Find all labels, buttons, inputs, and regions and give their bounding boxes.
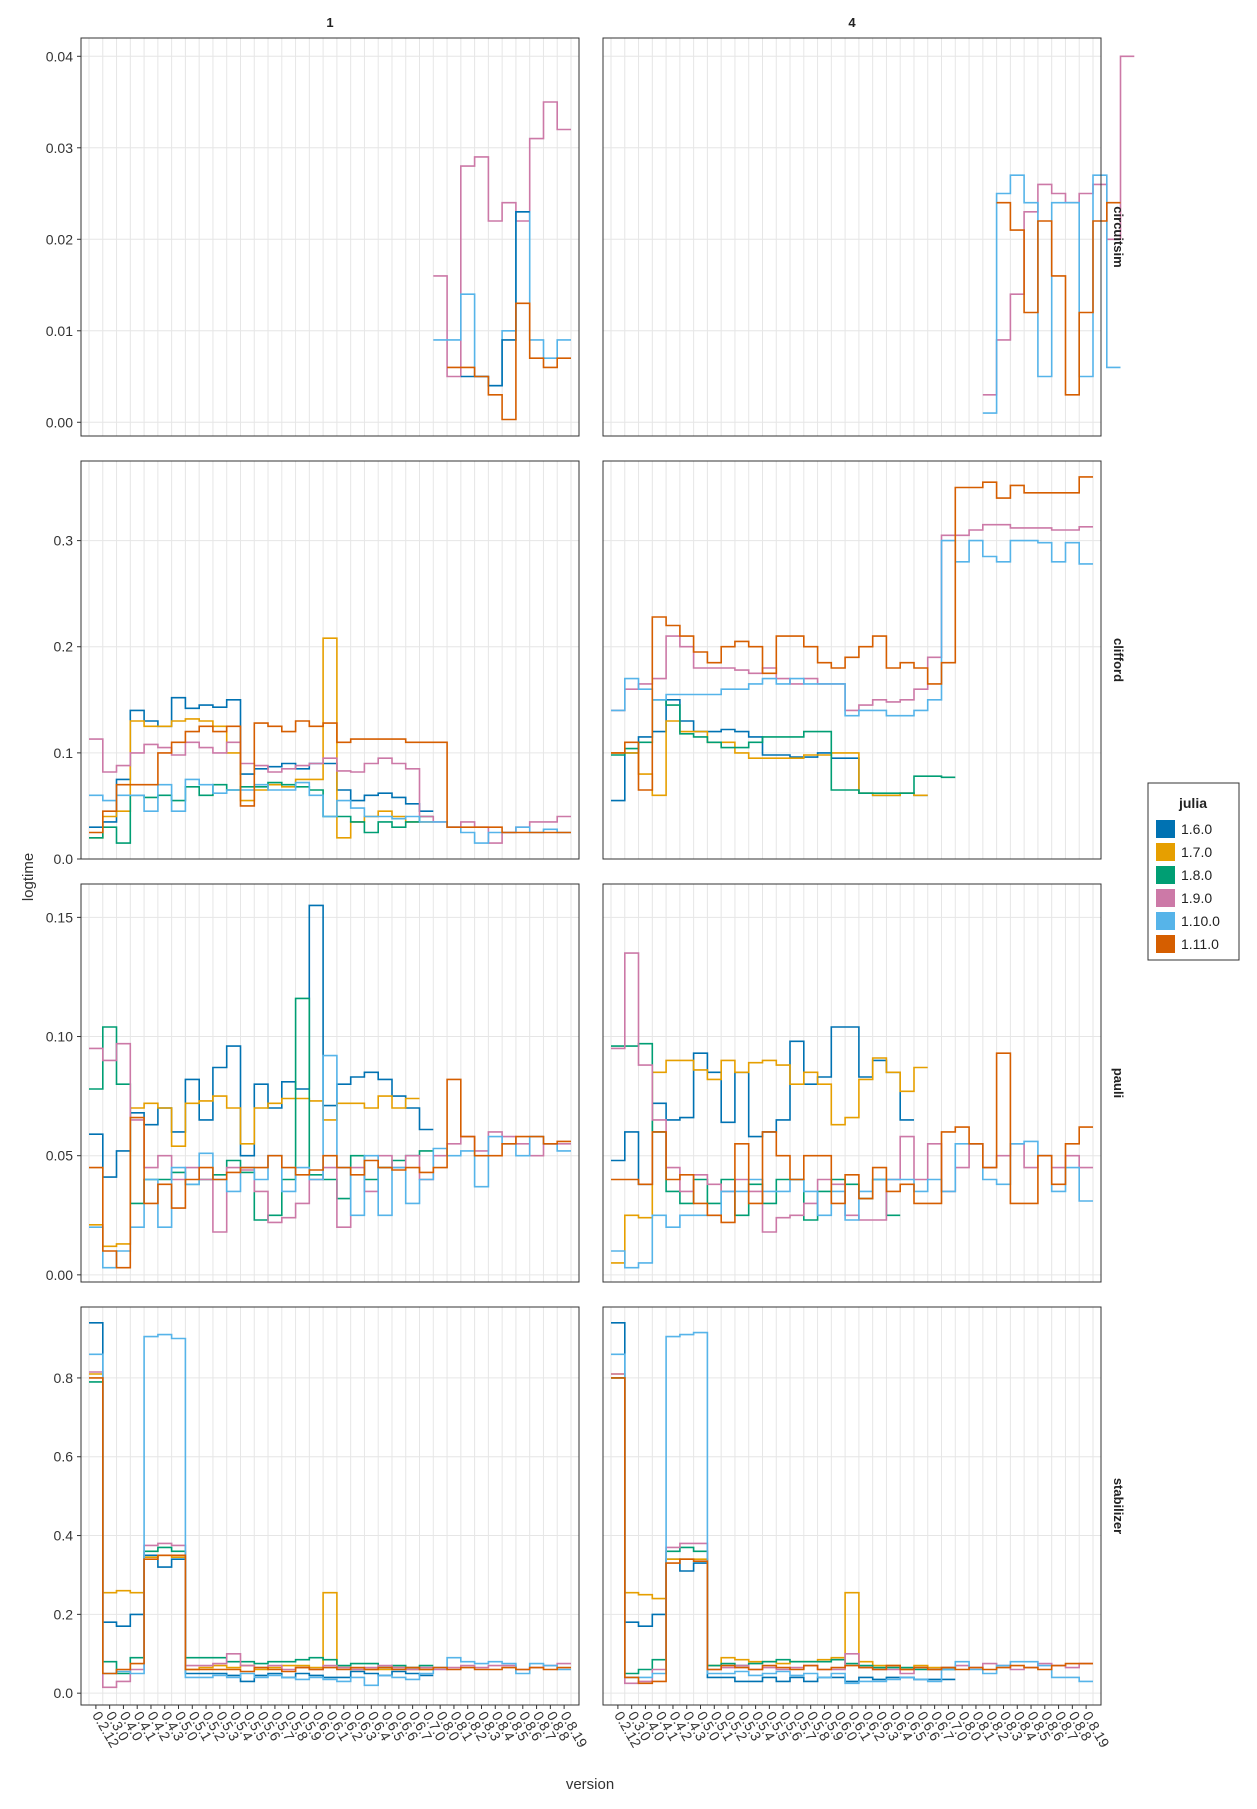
panel-background [603, 461, 1101, 859]
panel-background [603, 1307, 1101, 1705]
x-axis-title-group: version [566, 1776, 614, 1793]
legend-swatch [1156, 843, 1175, 861]
series-1.11.0-circuitsim-4 [996, 201, 1121, 396]
y-tick-label: 0.03 [46, 140, 73, 156]
panel-frame [602, 460, 1102, 860]
series-1.9.0-stabilizer-1 [89, 1371, 571, 1689]
series-1.11.0-clifford-1 [89, 720, 571, 834]
col-facet-label: 4 [848, 15, 856, 30]
y-axis-title-group: logtime [20, 853, 37, 901]
y-tick-label: 0.05 [46, 1148, 73, 1164]
panel-stabilizer-1: 0.00.20.40.60.80.2.120.3.00.4.00.4.10.4.… [54, 1306, 591, 1750]
panel-stabilizer-4: stabilizer0.2.120.3.00.4.00.4.10.4.20.4.… [602, 1306, 1126, 1750]
series-1.11.0-pauli-4 [611, 1052, 1093, 1224]
legend-item: 1.6.0 [1156, 820, 1212, 838]
facet-panels: 0.000.010.020.030.041 4circuitsim0.00.10.… [46, 15, 1135, 1750]
legend-item: 1.11.0 [1156, 935, 1219, 953]
series-1.7.0-pauli-1 [89, 1095, 420, 1248]
series-1.11.0-stabilizer-1 [89, 1377, 571, 1675]
panel-background [81, 884, 579, 1282]
y-tick-label: 0.00 [46, 1267, 73, 1283]
panel-background [81, 1307, 579, 1705]
y-tick-label: 0.01 [46, 323, 73, 339]
series-1.10.0-circuitsim-4 [982, 174, 1121, 414]
row-facet-label: circuitsim [1111, 206, 1126, 267]
panel-circuitsim-4: 4 circuitsim [602, 15, 1135, 437]
y-tick-label: 0.10 [46, 1029, 73, 1045]
panel-background [81, 38, 579, 436]
legend-swatch [1156, 935, 1175, 953]
legend-label: 1.8.0 [1181, 867, 1212, 883]
panel-frame [602, 883, 1102, 1283]
y-tick-label: 0.15 [46, 909, 73, 925]
series-1.10.0-stabilizer-1 [89, 1333, 571, 1687]
panel-pauli-1: 0.00 0.05 0.10 0.15 [46, 883, 580, 1283]
series-1.7.0-clifford-4 [611, 720, 928, 797]
legend-swatch [1156, 912, 1175, 930]
panel-frame [80, 460, 580, 860]
panel-pauli-4: pauli [602, 883, 1126, 1283]
legend-label: 1.6.0 [1181, 821, 1212, 837]
legend-swatch [1156, 820, 1175, 838]
legend-swatch [1156, 866, 1175, 884]
legend-label: 1.9.0 [1181, 890, 1212, 906]
series-1.11.0-clifford-4 [611, 476, 1093, 791]
y-tick-label: 0.1 [54, 745, 74, 761]
y-tick-label: 0.8 [54, 1370, 74, 1386]
legend-item: 1.8.0 [1156, 866, 1212, 884]
legend-swatch [1156, 889, 1175, 907]
row-facet-label: pauli [1111, 1068, 1126, 1098]
series-1.11.0-circuitsim-1 [447, 302, 571, 421]
panel-frame [602, 37, 1102, 437]
legend-item: 1.7.0 [1156, 843, 1212, 861]
panel-circuitsim-1: 0.00 0.01 0.02 0.03 0.04 1 [46, 15, 580, 437]
legend: julia 1.6.0 1.7.0 1.8.0 1.9.0 1.10.0 1.11.0 [1147, 782, 1240, 961]
series-1.6.0-pauli-1 [89, 904, 434, 1178]
series-1.11.0-pauli-1 [89, 1078, 571, 1269]
y-tick-label: 0.04 [46, 48, 73, 64]
y-axis-title: logtime [20, 853, 37, 901]
series-1.10.0-stabilizer-4 [611, 1331, 1093, 1685]
legend-label: 1.7.0 [1181, 844, 1212, 860]
legend-label: 1.11.0 [1181, 936, 1219, 952]
legend-items: 1.6.0 1.7.0 1.8.0 1.9.0 1.10.0 1.11.0 [1156, 820, 1220, 953]
panel-background [603, 38, 1101, 436]
row-facet-label: clifford [1111, 638, 1126, 682]
series-1.10.0-pauli-4 [611, 1140, 1093, 1269]
legend-title: julia [1178, 795, 1207, 811]
legend-item: 1.10.0 [1156, 912, 1220, 930]
y-tick-label: 0.00 [46, 414, 73, 430]
legend-label: 1.10.0 [1181, 913, 1220, 929]
y-tick-label: 0.2 [54, 639, 74, 655]
series-1.9.0-stabilizer-4 [611, 1373, 1093, 1685]
y-tick-label: 0.02 [46, 231, 73, 247]
y-tick-label: 0.6 [54, 1449, 74, 1465]
row-facet-label: stabilizer [1111, 1478, 1126, 1534]
panel-background [81, 461, 579, 859]
legend-item: 1.9.0 [1156, 889, 1212, 907]
series-1.11.0-stabilizer-4 [611, 1377, 1093, 1685]
y-tick-label: 0.0 [54, 1685, 74, 1701]
y-tick-label: 0.4 [54, 1528, 74, 1544]
panel-frame [80, 37, 580, 437]
series-1.10.0-clifford-4 [611, 539, 1093, 717]
y-tick-label: 0.3 [54, 533, 74, 549]
legend-box [1147, 782, 1240, 961]
col-facet-label: 1 [326, 15, 333, 30]
panel-clifford-4: clifford [602, 460, 1126, 860]
series-1.7.0-pauli-4 [611, 1057, 928, 1264]
y-tick-label: 0.2 [54, 1606, 74, 1622]
panel-frame [80, 883, 580, 1283]
y-tick-label: 0.0 [54, 851, 74, 867]
series-1.9.0-circuitsim-1 [433, 101, 571, 378]
series-1.10.0-clifford-1 [89, 778, 571, 844]
panel-clifford-1: 0.0 0.1 0.2 0.3 [54, 460, 580, 867]
panel-background [603, 884, 1101, 1282]
x-axis-title: version [566, 1776, 614, 1793]
